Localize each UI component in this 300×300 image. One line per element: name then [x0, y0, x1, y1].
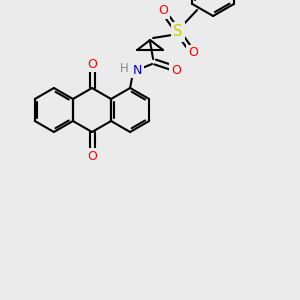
Text: O: O: [171, 64, 181, 76]
Text: H: H: [120, 61, 128, 74]
Text: S: S: [173, 25, 183, 40]
Text: O: O: [188, 46, 198, 59]
Text: O: O: [158, 4, 168, 17]
Text: N: N: [132, 64, 142, 76]
Text: O: O: [87, 149, 97, 163]
Text: O: O: [87, 58, 97, 70]
